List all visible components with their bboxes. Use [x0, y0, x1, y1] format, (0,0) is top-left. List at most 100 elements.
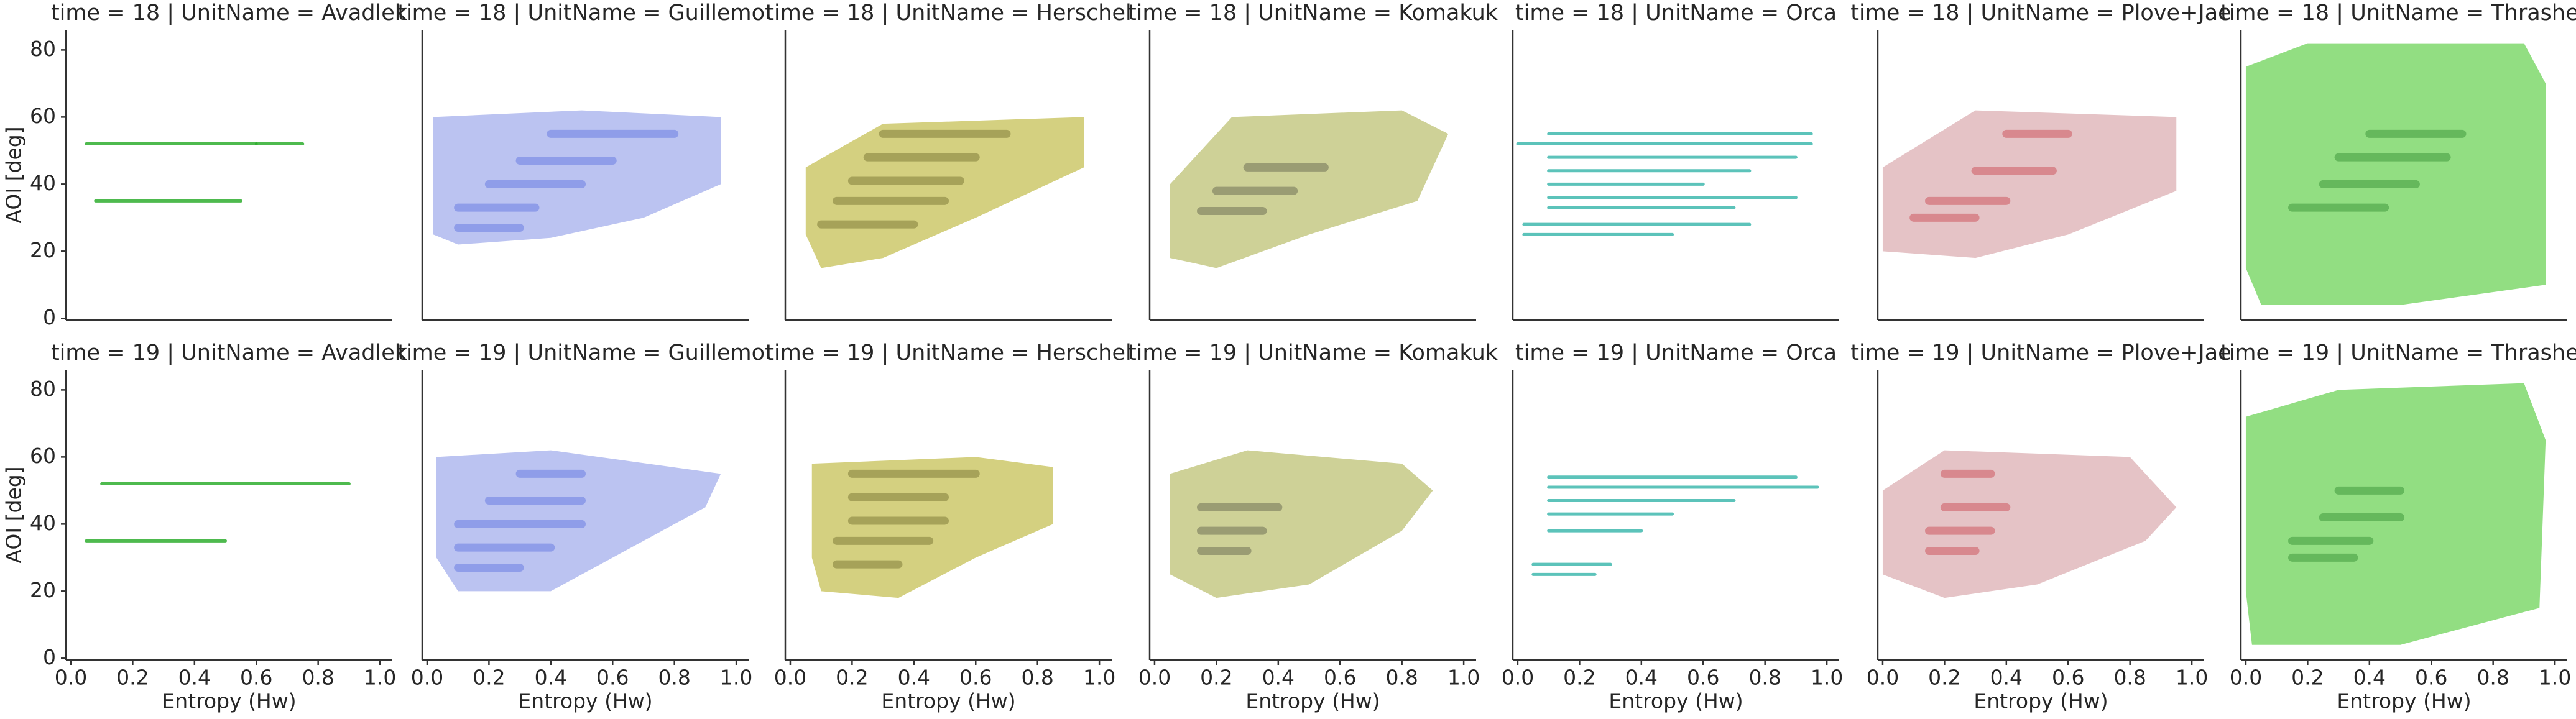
density-area: [1170, 450, 1433, 598]
x-tick-label: 0.2: [1200, 666, 1232, 690]
panel: time = 18 | UnitName = Orca: [1512, 1, 1839, 321]
panel: time = 19 | UnitName = Herschel 0.0 0.2 0.4…: [765, 341, 1131, 713]
x-tick-label: 0.6: [2415, 666, 2447, 690]
x-tick-label: 0.6: [2052, 666, 2084, 690]
panel-title: time = 19 | UnitName = Thrasher: [2220, 341, 2576, 365]
y-axis-label: AOI [deg]: [2, 126, 26, 223]
x-tick-label: 0.0: [1138, 666, 1171, 690]
x-tick-label: 0.8: [658, 666, 690, 690]
x-axis-label: Entropy (Hw): [518, 689, 652, 713]
x-tick-label: 0.0: [2230, 666, 2262, 690]
x-axis-label: Entropy (Hw): [881, 689, 1015, 713]
y-tick-label: 0: [43, 305, 56, 329]
x-axis-label: Entropy (Hw): [1609, 689, 1743, 713]
y-tick-label: 20: [30, 578, 56, 602]
x-tick-label: 1.0: [364, 666, 396, 690]
x-tick-label: 0.4: [178, 666, 211, 690]
density-area: [2245, 383, 2546, 645]
y-tick-label: 20: [30, 238, 56, 262]
x-tick-label: 0.8: [2477, 666, 2509, 690]
y-tick-label: 40: [30, 171, 56, 195]
panel: time = 18 | UnitName = Avadlek 0 20 40 60 80 A…: [2, 1, 408, 329]
x-tick-label: 0.4: [2353, 666, 2386, 690]
x-tick-label: 1.0: [1083, 666, 1115, 690]
density-area: [1882, 450, 2177, 598]
panel-title: time = 18 | UnitName = Guillemot: [397, 1, 773, 25]
x-tick-label: 0.4: [1262, 666, 1295, 690]
panel-title: time = 19 | UnitName = Herschel: [765, 341, 1131, 365]
x-tick-label: 1.0: [720, 666, 752, 690]
density-area: [1882, 110, 2177, 259]
x-tick-label: 0.4: [1990, 666, 2023, 690]
x-tick-label: 0.0: [411, 666, 443, 690]
panel: time = 19 | UnitName = Guillemot 0.0 0.2 0.…: [397, 341, 773, 713]
x-tick-label: 0.0: [774, 666, 806, 690]
x-axis-label: Entropy (Hw): [1974, 689, 2108, 713]
panel: time = 19 | UnitName = Orca 0.0 0.2 0.4 0.6 0…: [1502, 341, 1844, 713]
panel-title: time = 19 | UnitName = Orca: [1515, 341, 1837, 365]
y-tick-label: 60: [30, 104, 56, 128]
x-tick-label: 0.2: [473, 666, 505, 690]
x-tick-label: 1.0: [2176, 666, 2208, 690]
x-tick-label: 0.8: [1021, 666, 1053, 690]
panel: time = 19 | UnitName = Komakuk 0.0 0.2 0.4 0…: [1128, 341, 1498, 713]
panel-title: time = 18 | UnitName = Avadlek: [51, 1, 408, 25]
x-tick-label: 1.0: [1811, 666, 1843, 690]
y-tick-label: 60: [30, 444, 56, 468]
panel: time = 18 | UnitName = Plove+Jae: [1850, 1, 2232, 321]
panel-title: time = 19 | UnitName = Guillemot: [397, 341, 773, 365]
panel: time = 19 | UnitName = Plove+Jae 0.0 0.2 0.…: [1850, 341, 2231, 713]
x-tick-label: 0.2: [1563, 666, 1595, 690]
x-tick-label: 0.4: [898, 666, 930, 690]
x-tick-label: 0.6: [1687, 666, 1719, 690]
panel: time = 18 | UnitName = Komakuk: [1128, 1, 1498, 321]
density-area: [811, 457, 1053, 598]
x-tick-label: 0.8: [1748, 666, 1781, 690]
density-area: [433, 110, 721, 245]
x-axis-label: Entropy (Hw): [162, 689, 296, 713]
x-tick-label: 1.0: [2539, 666, 2571, 690]
x-tick-label: 0.4: [535, 666, 567, 690]
panel-title: time = 18 | UnitName = Herschel: [765, 1, 1131, 25]
y-tick-label: 40: [30, 511, 56, 535]
x-tick-label: 0.0: [1867, 666, 1899, 690]
x-tick-label: 0.8: [2113, 666, 2146, 690]
x-tick-label: 0.0: [55, 666, 87, 690]
x-axis-label: Entropy (Hw): [1245, 689, 1380, 713]
x-tick-label: 0.6: [1324, 666, 1356, 690]
panel: time = 18 | UnitName = Thrasher: [2220, 1, 2576, 321]
x-tick-label: 0.2: [2291, 666, 2324, 690]
x-tick-label: 0.8: [302, 666, 334, 690]
x-tick-label: 0.2: [116, 666, 149, 690]
x-tick-label: 0.2: [1928, 666, 1960, 690]
panel-title: time = 18 | UnitName = Orca: [1515, 1, 1837, 25]
density-area: [436, 450, 721, 592]
panel-title: time = 18 | UnitName = Komakuk: [1128, 1, 1498, 25]
density-area: [2245, 43, 2546, 305]
x-tick-label: 0.4: [1625, 666, 1658, 690]
y-tick-label: 0: [43, 645, 56, 669]
panel-title: time = 19 | UnitName = Komakuk: [1128, 341, 1498, 365]
panel-title: time = 18 | UnitName = Thrasher: [2220, 1, 2576, 25]
x-tick-label: 0.6: [959, 666, 992, 690]
x-tick-label: 1.0: [1447, 666, 1480, 690]
panel: time = 19 | UnitName = Thrasher 0.0 0.2 0.4…: [2220, 341, 2576, 713]
density-area: [805, 117, 1084, 268]
density-area: [1170, 110, 1449, 268]
x-tick-label: 0.8: [1385, 666, 1418, 690]
panel-title: time = 19 | UnitName = Avadlek: [51, 341, 408, 365]
panel-title: time = 19 | UnitName = Plove+Jae: [1850, 341, 2231, 365]
panel-title: time = 18 | UnitName = Plove+Jae: [1850, 1, 2231, 25]
x-tick-label: 0.6: [596, 666, 629, 690]
x-tick-label: 0.0: [1502, 666, 1534, 690]
y-tick-label: 80: [30, 37, 56, 61]
y-axis-label: AOI [deg]: [2, 466, 26, 563]
panel: time = 19 | UnitName = Avadlek 0 20 40 60 80 0…: [2, 341, 408, 713]
panel: time = 18 | UnitName = Herschel: [765, 1, 1132, 321]
x-axis-label: Entropy (Hw): [2337, 689, 2471, 713]
panel: time = 18 | UnitName = Guillemot: [397, 1, 773, 321]
x-tick-label: 0.6: [240, 666, 272, 690]
x-tick-label: 0.2: [836, 666, 868, 690]
